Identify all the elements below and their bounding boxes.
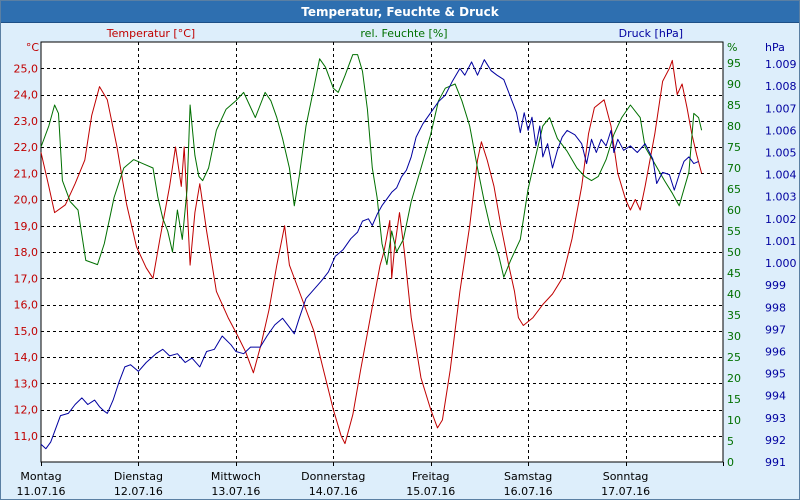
humidity-tick-label: 5 bbox=[727, 435, 734, 448]
series-line-humidity bbox=[40, 54, 703, 278]
x-day-label: Mittwoch bbox=[211, 470, 261, 483]
temperature-tick-label: 20,0 bbox=[14, 194, 39, 207]
temperature-tick-label: 21,0 bbox=[14, 167, 39, 180]
x-date-label: 14.07.16 bbox=[309, 485, 358, 498]
humidity-tick-label: 0 bbox=[727, 456, 734, 469]
humidity-tick-label: 95 bbox=[727, 57, 741, 70]
pressure-tick-label: 1.007 bbox=[765, 102, 797, 115]
pressure-tick-label: 1.009 bbox=[765, 58, 797, 71]
pressure-tick-label: 1.005 bbox=[765, 147, 797, 160]
x-day-label: Montag bbox=[20, 470, 61, 483]
x-date-label: 12.07.16 bbox=[114, 485, 163, 498]
humidity-tick-label: 40 bbox=[727, 288, 741, 301]
pressure-tick-label: 1.004 bbox=[765, 169, 797, 182]
humidity-tick-label: 90 bbox=[727, 78, 741, 91]
pressure-tick-label: 1.001 bbox=[765, 235, 797, 248]
temperature-tick-label: 22,0 bbox=[14, 141, 39, 154]
temperature-tick-label: 23,0 bbox=[14, 115, 39, 128]
temperature-tick-label: 19,0 bbox=[14, 220, 39, 233]
humidity-tick-label: 55 bbox=[727, 225, 741, 238]
temperature-tick-label: 13,0 bbox=[14, 377, 39, 390]
legend-temperature: Temperatur [°C] bbox=[106, 27, 195, 40]
x-date-label: 13.07.16 bbox=[211, 485, 260, 498]
x-day-label: Freitag bbox=[412, 470, 450, 483]
pressure-tick-label: 997 bbox=[765, 323, 786, 336]
temperature-tick-label: 16,0 bbox=[14, 299, 39, 312]
humidity-tick-label: 65 bbox=[727, 183, 741, 196]
humidity-tick-label: 60 bbox=[727, 204, 741, 217]
humidity-tick-label: 50 bbox=[727, 246, 741, 259]
temperature-tick-label: 17,0 bbox=[14, 272, 39, 285]
temperature-tick-label: 12,0 bbox=[14, 404, 39, 417]
x-date-label: 11.07.16 bbox=[17, 485, 66, 498]
temperature-tick-label: 15,0 bbox=[14, 325, 39, 338]
humidity-tick-label: 75 bbox=[727, 141, 741, 154]
x-day-label: Samstag bbox=[504, 470, 552, 483]
x-day-label: Dienstag bbox=[114, 470, 163, 483]
pressure-tick-label: 992 bbox=[765, 434, 786, 447]
pressure-tick-label: 993 bbox=[765, 412, 786, 425]
pressure-tick-label: 999 bbox=[765, 279, 786, 292]
pressure-tick-label: 1.006 bbox=[765, 124, 797, 137]
pressure-tick-label: 998 bbox=[765, 301, 786, 314]
x-day-label: Donnerstag bbox=[301, 470, 365, 483]
pressure-tick-label: 994 bbox=[765, 390, 786, 403]
series-line-temperature bbox=[40, 59, 703, 445]
pressure-tick-label: 1.003 bbox=[765, 191, 797, 204]
x-date-label: 16.07.16 bbox=[504, 485, 553, 498]
legend-pressure: Druck [hPa] bbox=[619, 27, 683, 40]
temperature-tick-label: 24,0 bbox=[14, 89, 39, 102]
series-line-pressure bbox=[40, 59, 699, 450]
pressure-unit-label: hPa bbox=[765, 41, 785, 54]
humidity-tick-label: 10 bbox=[727, 414, 741, 427]
humidity-tick-label: 85 bbox=[727, 99, 741, 112]
x-date-label: 17.07.16 bbox=[601, 485, 650, 498]
legend-humidity: rel. Feuchte [%] bbox=[360, 27, 447, 40]
humidity-tick-label: 70 bbox=[727, 162, 741, 175]
temperature-tick-label: 11,0 bbox=[14, 430, 39, 443]
chart-title: Temperatur, Feuchte & Druck bbox=[1, 1, 799, 23]
humidity-tick-label: 30 bbox=[727, 330, 741, 343]
x-day-label: Sonntag bbox=[603, 470, 649, 483]
temperature-unit-label: °C bbox=[26, 41, 40, 54]
pressure-tick-label: 1.000 bbox=[765, 257, 797, 270]
pressure-tick-label: 991 bbox=[765, 456, 786, 469]
pressure-tick-label: 1.008 bbox=[765, 80, 797, 93]
humidity-tick-label: 45 bbox=[727, 267, 741, 280]
pressure-tick-label: 996 bbox=[765, 345, 786, 358]
humidity-tick-label: 35 bbox=[727, 309, 741, 322]
humidity-tick-label: 80 bbox=[727, 120, 741, 133]
temperature-tick-label: 14,0 bbox=[14, 351, 39, 364]
x-date-label: 15.07.16 bbox=[406, 485, 455, 498]
humidity-tick-label: 15 bbox=[727, 393, 741, 406]
pressure-tick-label: 995 bbox=[765, 368, 786, 381]
plot-area bbox=[40, 41, 724, 463]
humidity-unit-label: % bbox=[727, 41, 737, 54]
temperature-tick-label: 25,0 bbox=[14, 62, 39, 75]
humidity-tick-label: 20 bbox=[727, 372, 741, 385]
temperature-tick-label: 18,0 bbox=[14, 246, 39, 259]
pressure-tick-label: 1.002 bbox=[765, 213, 797, 226]
humidity-tick-label: 25 bbox=[727, 351, 741, 364]
